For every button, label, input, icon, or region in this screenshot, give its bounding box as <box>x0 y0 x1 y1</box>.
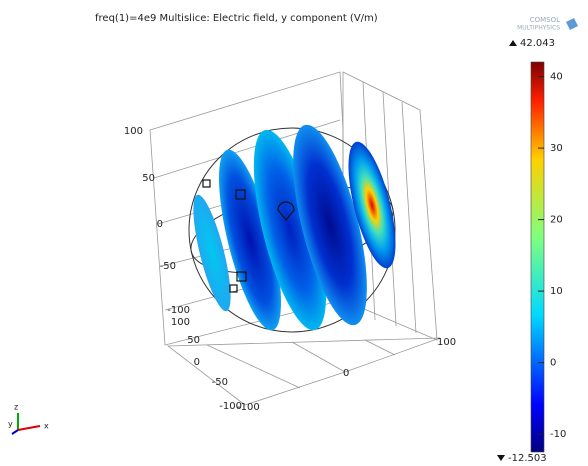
min-marker <box>497 455 505 461</box>
z-tick-label: 0 <box>157 219 163 230</box>
triad-label: z <box>14 403 18 412</box>
plot-window: freq(1)=4e9 Multislice: Electric field, … <box>0 0 588 466</box>
y-tick-label: -50 <box>212 377 228 388</box>
y-tick-label: 50 <box>187 335 200 346</box>
logo: COMSOL <box>530 16 560 24</box>
colorbar-tick-label: 40 <box>550 72 563 83</box>
z-tick-label: -100 <box>167 305 190 316</box>
z-tick-label: 50 <box>142 173 155 184</box>
axis-triad: z y x <box>8 403 49 435</box>
logo: MULTIPHYSICS <box>517 25 560 32</box>
plot-title: freq(1)=4e9 Multislice: Electric field, … <box>95 13 378 24</box>
z-tick-label: 100 <box>124 126 143 137</box>
triad-label: x <box>44 422 49 431</box>
slices <box>186 118 405 336</box>
colorbar-max: 42.043 <box>520 38 555 49</box>
triad-label: y <box>8 420 13 429</box>
colorbar-tick-label: 30 <box>550 143 563 154</box>
colorbar-tick-label: -10 <box>550 429 566 440</box>
x-tick-label: 100 <box>437 337 456 348</box>
x-tick-label: -100 <box>237 402 260 413</box>
logo-icon <box>566 18 578 30</box>
colorbar-tick-label: 0 <box>550 358 556 369</box>
colorbar-tick-label: 10 <box>550 286 563 297</box>
colorbar-min: -12.503 <box>508 453 547 464</box>
y-tick-label: 0 <box>194 357 200 368</box>
colorbar <box>531 62 544 452</box>
max-marker <box>509 40 517 46</box>
x-tick-label: 0 <box>343 368 349 379</box>
colorbar-tick-label: 20 <box>550 215 563 226</box>
y-tick-label: 100 <box>171 317 190 328</box>
z-tick-label: -50 <box>160 261 176 272</box>
